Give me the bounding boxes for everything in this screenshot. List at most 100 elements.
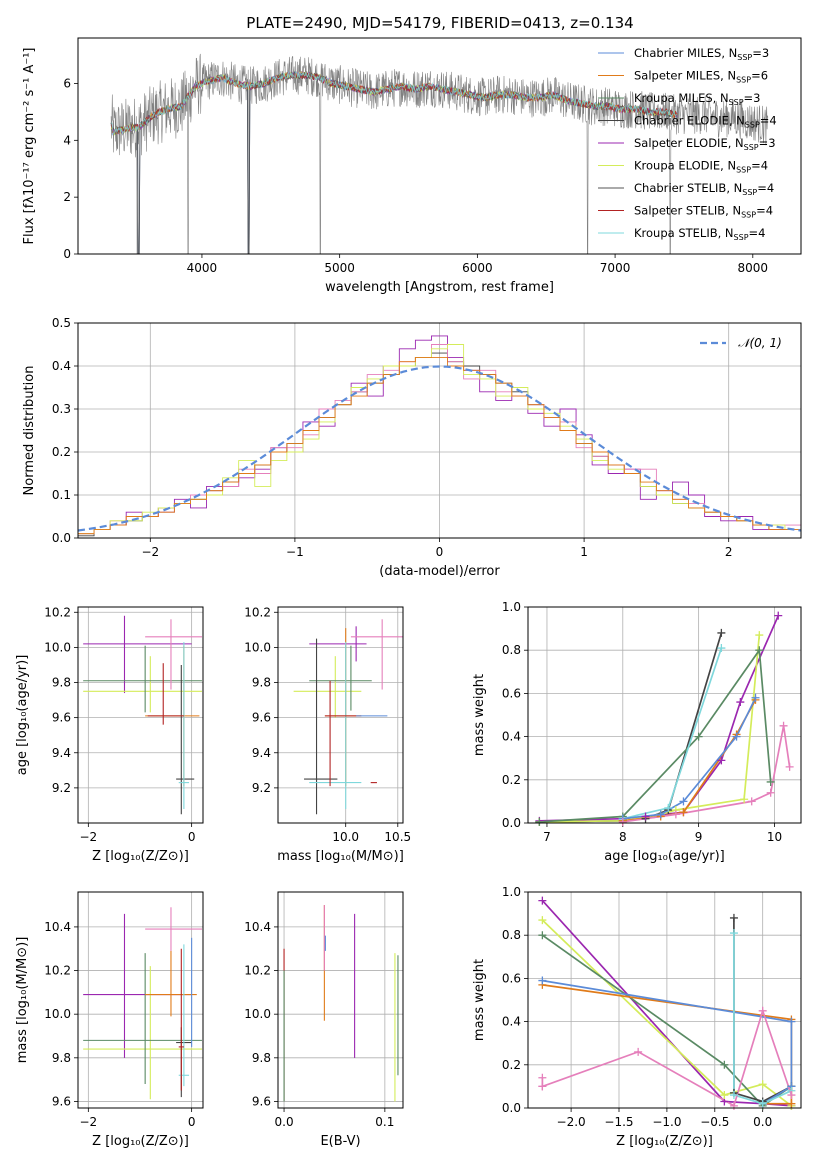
y-tick-label: 1.0: [502, 600, 521, 614]
axes-frame: [77, 322, 802, 539]
y-tick-label: 0.8: [502, 643, 521, 657]
plot-area: [78, 335, 801, 538]
mass-weight-series: [622, 725, 791, 823]
x-axis-label: age [log₁₀(age/yr)]: [604, 849, 725, 864]
y-tick-label: 0.0: [502, 1101, 521, 1115]
y-tick-label: 9.8: [52, 1051, 71, 1065]
data-point-marker: [758, 1080, 767, 1089]
y-tick-label: 10.2: [44, 605, 71, 619]
data-point-marker: [720, 1091, 729, 1100]
plot-area: [110, 53, 769, 254]
x-tick-label: 6000: [462, 261, 493, 275]
data-point-marker: [747, 797, 756, 806]
page-title: PLATE=2490, MJD=54179, FIBERID=0413, z=0…: [246, 14, 633, 32]
legend-label-sub: SSP: [737, 53, 752, 62]
data-point-marker: [717, 628, 726, 637]
data-point-marker: [787, 1099, 796, 1108]
legend-label-sub: SSP: [736, 76, 751, 85]
x-tick-label: 8: [619, 830, 627, 844]
panel-age-vs-mass: 10.0 10.5 9.2 9.4 9.6 9.8 10.0 10.2 mass [log₁₀(…: [244, 605, 411, 864]
data-point-marker: [634, 1047, 643, 1056]
legend-label-suffix: =4: [751, 159, 768, 173]
y-tick-label: 9.8: [252, 676, 271, 690]
data-point-marker: [538, 931, 547, 940]
legend-label: Chabrier MILES, NSSP=3: [634, 46, 769, 62]
data-point-marker: [729, 1091, 738, 1100]
data-point-marker: [538, 1073, 547, 1082]
legend-label-main: Salpeter MILES, N: [634, 69, 736, 83]
y-tick-label: 0.3: [52, 402, 71, 416]
legend-label: Chabrier STELIB, NSSP=4: [634, 181, 774, 197]
y-tick-label: 10.0: [244, 640, 271, 654]
y-tick-label: 0.0: [52, 531, 71, 545]
data-point-marker: [717, 644, 726, 653]
data-point-marker: [729, 1101, 738, 1110]
y-tick-label: 10.4: [244, 920, 271, 934]
legend-label-sub: SSP: [734, 233, 749, 242]
y-tick-label: 10.0: [44, 640, 71, 654]
y-tick-label: 9.6: [52, 1094, 71, 1108]
data-point-marker: [679, 797, 688, 806]
x-tick-label: 10: [767, 830, 782, 844]
data-point-marker: [751, 693, 760, 702]
legend-label-sub: SSP: [744, 143, 759, 152]
x-axis-label: Z [log₁₀(Z/Z⊙)]: [92, 849, 189, 864]
legend-label-main: Chabrier STELIB, N: [634, 181, 742, 195]
axes-frame: [77, 606, 204, 824]
x-tick-label: 7000: [600, 261, 631, 275]
mass-weight-series: [539, 615, 780, 822]
mass-weight-series: [541, 934, 792, 1107]
axes-frame: [77, 891, 204, 1109]
y-tick-label: 0.4: [52, 359, 71, 373]
y-tick-label: 0.6: [502, 971, 521, 985]
mass-weight-series: [542, 979, 793, 1105]
data-point-marker: [758, 1099, 767, 1108]
legend-label-main: Salpeter STELIB, N: [634, 204, 741, 218]
y-tick-label: 10.2: [244, 964, 271, 978]
y-tick-label: 0.2: [502, 1058, 521, 1072]
axes-frame: [527, 606, 802, 824]
legend-label-sub: SSP: [741, 211, 756, 220]
x-tick-label: −2.0: [557, 1115, 586, 1129]
data-point-marker: [774, 611, 783, 620]
x-tick-label: −1.5: [604, 1115, 633, 1129]
data-point-marker: [717, 756, 726, 765]
data-point-marker: [740, 795, 749, 804]
legend-label-main: Kroupa MILES, N: [634, 91, 729, 105]
y-tick-label: 9.2: [52, 781, 71, 795]
x-axis-label: E(B-V): [320, 1134, 360, 1149]
y-axis-label: mass weight: [472, 674, 487, 756]
panel-massweight-vs-Z: −2.0 −1.5 −1.0 −0.5 0.0 0.0 0.2 0.4 0.6 0.8 1.0 Z […: [472, 885, 802, 1149]
y-tick-label: 0.0: [502, 816, 521, 830]
legend-label-main: Chabrier ELODIE, N: [634, 114, 745, 128]
panel-mass-vs-Z: −2 0 9.6 9.8 10.0 10.2 10.4 Z [log₁₀(Z/Z⊙)] mass…: [15, 891, 204, 1149]
axes-frame: [77, 37, 802, 255]
y-tick-label: 9.6: [252, 711, 271, 725]
x-tick-label: −1: [286, 545, 304, 559]
data-point-marker: [538, 916, 547, 925]
y-tick-label: 9.8: [52, 676, 71, 690]
legend-label: Salpeter MILES, NSSP=6: [634, 69, 768, 85]
legend-label-sub: SSP: [729, 98, 744, 107]
x-tick-label: 2: [725, 545, 733, 559]
legend-label-main: Chabrier MILES, N: [634, 46, 737, 60]
x-tick-label: 4000: [187, 261, 218, 275]
y-tick-label: 0: [63, 247, 71, 261]
legend-label-sub: SSP: [742, 188, 757, 197]
data-point-marker: [755, 631, 764, 640]
legend-label-sub: SSP: [745, 121, 760, 130]
legend-label-main: Kroupa STELIB, N: [634, 226, 734, 240]
plot-area: [293, 619, 403, 815]
y-tick-label: 0.2: [52, 445, 71, 459]
legend-label: Kroupa STELIB, NSSP=4: [634, 226, 765, 242]
legend-label-main: Salpeter ELODIE, N: [634, 136, 744, 150]
data-point-marker: [538, 976, 547, 985]
legend-label-suffix: =4: [757, 181, 774, 195]
panel-mass-vs-EBV: 0.0 0.1 9.6 9.8 10.0 10.2 10.4 E(B-V): [244, 891, 404, 1149]
y-axis-label: age [log₁₀(age/yr)]: [15, 655, 30, 776]
data-point-marker: [694, 732, 703, 741]
y-tick-label: 0.6: [502, 686, 521, 700]
data-point-marker: [538, 896, 547, 905]
data-point-marker: [618, 817, 627, 826]
